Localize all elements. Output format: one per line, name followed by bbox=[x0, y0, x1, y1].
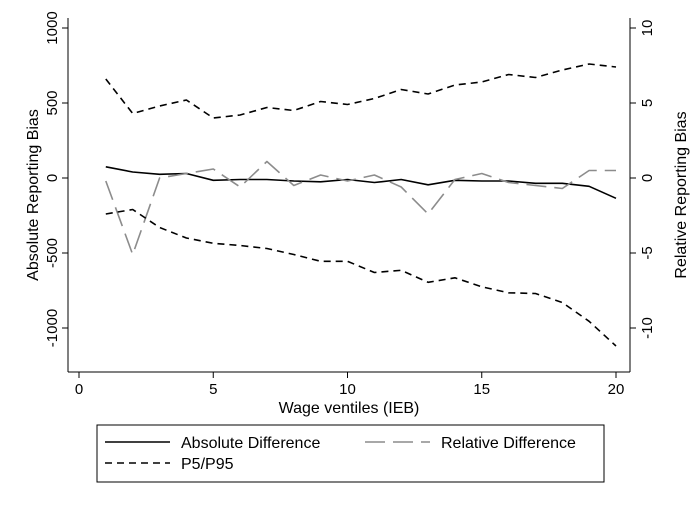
x-tick-label: 15 bbox=[473, 381, 490, 398]
legend-label-absolute-difference: Absolute Difference bbox=[181, 435, 320, 452]
left-y-tick-label: 0 bbox=[44, 174, 61, 182]
legend: Absolute Difference Relative Difference … bbox=[105, 435, 576, 473]
right-y-tick-label: -10 bbox=[639, 317, 656, 339]
series-line-absolute-difference bbox=[105, 166, 617, 200]
left-y-tick-label: 500 bbox=[44, 90, 61, 115]
series-line-relative-difference bbox=[105, 160, 616, 256]
axis-ticks: 0 5 10 15 20 -1000 -500 0 500 1000 -10 -5 0 5 10 bbox=[44, 11, 656, 398]
series-line-p5-p95-lower bbox=[105, 208, 617, 347]
left-y-tick-label: 1000 bbox=[44, 11, 61, 44]
left-y-axis-title: Absolute Reporting Bias bbox=[25, 109, 42, 281]
x-tick-label: 0 bbox=[75, 381, 83, 398]
x-tick-label: 20 bbox=[608, 381, 625, 398]
right-y-tick-label: -5 bbox=[639, 246, 656, 259]
x-tick-label: 5 bbox=[209, 381, 217, 398]
right-y-tick-label: 10 bbox=[639, 20, 656, 37]
legend-box bbox=[96, 424, 605, 483]
x-tick-label: 10 bbox=[339, 381, 356, 398]
right-y-tick-label: 0 bbox=[639, 174, 656, 182]
series-layer bbox=[105, 63, 617, 347]
legend-label-relative-difference: Relative Difference bbox=[441, 435, 576, 452]
series-line-p5-p95-upper bbox=[105, 63, 617, 119]
right-y-tick-label: 5 bbox=[639, 99, 656, 107]
left-y-tick-label: -500 bbox=[44, 238, 61, 268]
right-y-axis-title: Relative Reporting Bias bbox=[673, 111, 690, 278]
x-axis-title: Wage ventiles (IEB) bbox=[279, 400, 420, 417]
left-y-tick-label: -1000 bbox=[44, 309, 61, 347]
legend-label-p5-p95: P5/P95 bbox=[181, 456, 234, 473]
